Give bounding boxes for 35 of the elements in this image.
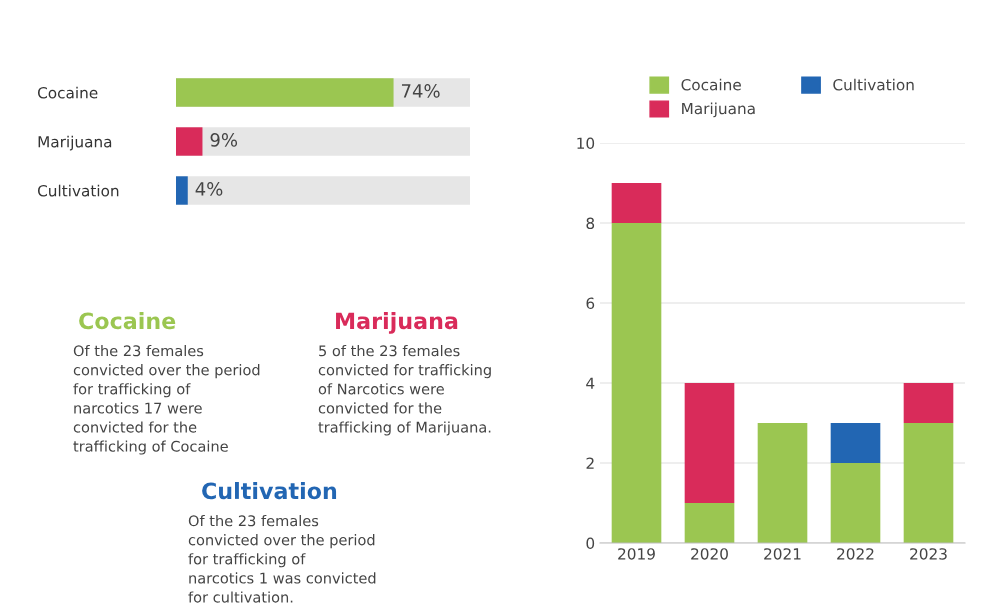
text: Of the 23 females convicted over the period for trafficking of narcotics 1 was convicted for cultivation. — [188, 515, 376, 603]
y-tick-label: 8 — [586, 217, 595, 230]
bar — [684, 503, 735, 543]
x-tick-label: 2020 — [691, 548, 728, 560]
text: Of the 23 females convicted over the period for trafficking of narcotics 17 were convicted for the trafficking of Cocaine — [73, 345, 260, 455]
y-tick-label: 4 — [586, 377, 595, 389]
text: 5 of the 23 females convicted for trafficking of Narcotics were convicted for the trafficking of Marijuana. — [318, 345, 491, 436]
data-label: 9% — [210, 133, 238, 147]
bar — [611, 183, 662, 223]
bar — [684, 383, 735, 503]
legend-label: Cultivation — [833, 78, 914, 91]
y-tick-label: 2 — [586, 457, 594, 469]
y-tick-label: Cocaine — [37, 86, 98, 99]
legend-label: Marijuana — [682, 102, 755, 118]
bar — [830, 463, 881, 543]
bar — [903, 423, 954, 543]
x-tick-label: 2023 — [910, 548, 947, 560]
y-tick-label: Marijuana — [38, 135, 112, 151]
text: Cultivation — [202, 482, 337, 500]
y-tick-label: Cultivation — [37, 184, 119, 197]
text: Marijuana — [336, 312, 458, 334]
bar — [903, 383, 954, 423]
text: Cocaine — [79, 312, 176, 330]
bar — [611, 223, 662, 543]
bar — [757, 423, 808, 543]
y-tick-label: 0 — [586, 537, 595, 550]
y-tick-label: 10 — [577, 137, 595, 150]
data-label: 74% — [401, 84, 440, 98]
x-tick-label: 2022 — [837, 548, 874, 560]
legend-label: Cocaine — [681, 78, 741, 91]
y-tick-label: 6 — [586, 297, 595, 310]
bar — [830, 423, 881, 463]
x-tick-label: 2021 — [764, 548, 801, 560]
x-tick-label: 2019 — [618, 548, 655, 560]
data-label: 4% — [195, 182, 223, 196]
